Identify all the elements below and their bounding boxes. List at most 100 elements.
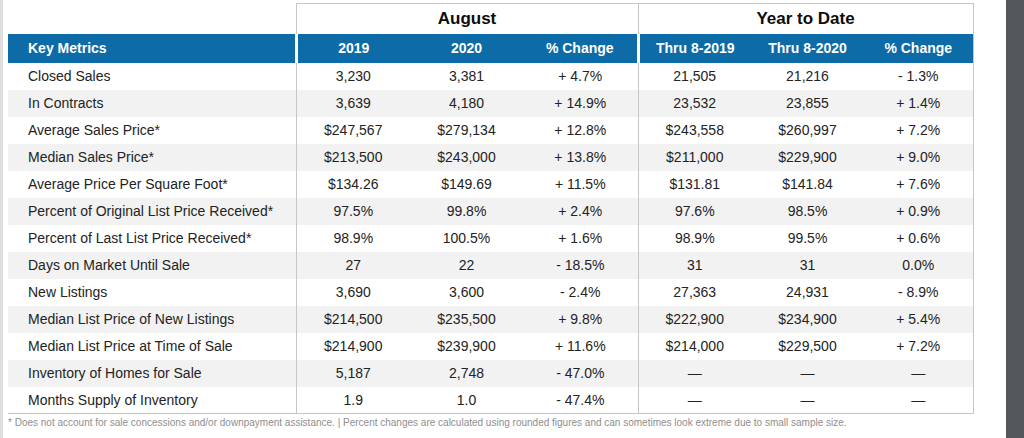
viewer-gutter [1006, 0, 1024, 438]
cell-value: - 47.0% [523, 360, 638, 387]
cell-value: + 9.8% [523, 306, 638, 333]
cell-value: 4,180 [410, 90, 523, 117]
cell-value: + 14.9% [523, 90, 638, 117]
cell-value: 99.5% [751, 225, 864, 252]
cell-value: $260,997 [751, 117, 864, 144]
cell-value: 3,690 [296, 279, 410, 306]
cell-value: 1.0 [410, 387, 523, 414]
cell-value: $234,900 [751, 306, 864, 333]
cell-value: $243,000 [410, 144, 523, 171]
cell-value: — [638, 387, 751, 414]
cell-value: 98.9% [296, 225, 410, 252]
cell-value: + 7.2% [864, 333, 973, 360]
cell-value: 5,187 [296, 360, 410, 387]
cell-value: 31 [638, 252, 751, 279]
metric-label: Inventory of Homes for Sale [8, 360, 296, 387]
metric-label: Average Sales Price* [8, 117, 296, 144]
table-row: In Contracts 3,639 4,180 + 14.9% 23,532 … [8, 90, 973, 117]
cell-value: 2,748 [410, 360, 523, 387]
cell-value: $235,500 [410, 306, 523, 333]
metric-label: Months Supply of Inventory [8, 387, 296, 414]
cell-value: $247,567 [296, 117, 410, 144]
cell-value: + 7.6% [864, 171, 973, 198]
cell-value: $243,558 [638, 117, 751, 144]
cell-value: - 1.3% [864, 63, 973, 90]
page-edge [0, 0, 3, 438]
table-row: Inventory of Homes for Sale 5,187 2,748 … [8, 360, 973, 387]
metric-label: Days on Market Until Sale [8, 252, 296, 279]
cell-value: $134.26 [296, 171, 410, 198]
metric-label: New Listings [8, 279, 296, 306]
cell-value: 100.5% [410, 225, 523, 252]
table-row: New Listings 3,690 3,600 - 2.4% 27,363 2… [8, 279, 973, 306]
cell-value: 23,855 [751, 90, 864, 117]
cell-value: $214,500 [296, 306, 410, 333]
table-row: Median List Price at Time of Sale $214,9… [8, 333, 973, 360]
cell-value: — [751, 387, 864, 414]
cell-value: 3,381 [410, 63, 523, 90]
cell-value: + 0.6% [864, 225, 973, 252]
cell-value: 3,600 [410, 279, 523, 306]
metric-label: Percent of Last List Price Received* [8, 225, 296, 252]
key-metrics-table: August Year to Date Key Metrics 2019 202… [8, 3, 974, 414]
cell-value: - 47.4% [523, 387, 638, 414]
cell-value: 3,639 [296, 90, 410, 117]
group-header-year-to-date: Year to Date [638, 4, 973, 34]
metric-label: Percent of Original List Price Received* [8, 198, 296, 225]
cell-value: $222,900 [638, 306, 751, 333]
table-row: Median Sales Price* $213,500 $243,000 + … [8, 144, 973, 171]
cell-value: 27,363 [638, 279, 751, 306]
cell-value: - 8.9% [864, 279, 973, 306]
table-row: Average Sales Price* $247,567 $279,134 +… [8, 117, 973, 144]
cell-value: 31 [751, 252, 864, 279]
cell-value: + 2.4% [523, 198, 638, 225]
cell-value: + 11.5% [523, 171, 638, 198]
cell-value: 3,230 [296, 63, 410, 90]
metric-label: Median List Price at Time of Sale [8, 333, 296, 360]
cell-value: $213,500 [296, 144, 410, 171]
cell-value: + 12.8% [523, 117, 638, 144]
table-row: Days on Market Until Sale 27 22 - 18.5% … [8, 252, 973, 279]
column-header-ytd-change: % Change [864, 34, 973, 63]
cell-value: $279,134 [410, 117, 523, 144]
cell-value: 24,931 [751, 279, 864, 306]
cell-value: $141.84 [751, 171, 864, 198]
cell-value: 23,532 [638, 90, 751, 117]
cell-value: 97.5% [296, 198, 410, 225]
column-header-aug-change: % Change [523, 34, 638, 63]
group-header-row: August Year to Date [8, 4, 973, 34]
cell-value: 21,505 [638, 63, 751, 90]
cell-value: + 5.4% [864, 306, 973, 333]
table-row: Average Price Per Square Foot* $134.26 $… [8, 171, 973, 198]
cell-value: — [864, 387, 973, 414]
cell-value: — [638, 360, 751, 387]
cell-value: 22 [410, 252, 523, 279]
cell-value: $211,000 [638, 144, 751, 171]
cell-value: — [751, 360, 864, 387]
cell-value: 27 [296, 252, 410, 279]
cell-value: $149.69 [410, 171, 523, 198]
cell-value: + 0.9% [864, 198, 973, 225]
group-header-spacer [8, 4, 296, 34]
table-row: Median List Price of New Listings $214,5… [8, 306, 973, 333]
metric-label: Average Price Per Square Foot* [8, 171, 296, 198]
document-page: August Year to Date Key Metrics 2019 202… [0, 0, 1024, 438]
column-header-ytd-2019: Thru 8-2019 [638, 34, 751, 63]
cell-value: $214,900 [296, 333, 410, 360]
cell-value: - 18.5% [523, 252, 638, 279]
metric-label: Median Sales Price* [8, 144, 296, 171]
column-header-aug-2019: 2019 [296, 34, 410, 63]
column-header-key-metrics: Key Metrics [8, 34, 296, 63]
cell-value: + 9.0% [864, 144, 973, 171]
cell-value: $214,000 [638, 333, 751, 360]
cell-value: + 11.6% [523, 333, 638, 360]
column-header-ytd-2020: Thru 8-2020 [751, 34, 864, 63]
cell-value: + 13.8% [523, 144, 638, 171]
table-row: Percent of Last List Price Received* 98.… [8, 225, 973, 252]
cell-value: $131.81 [638, 171, 751, 198]
cell-value: 97.6% [638, 198, 751, 225]
metric-label: Median List Price of New Listings [8, 306, 296, 333]
cell-value: + 4.7% [523, 63, 638, 90]
cell-value: + 7.2% [864, 117, 973, 144]
cell-value: + 1.6% [523, 225, 638, 252]
